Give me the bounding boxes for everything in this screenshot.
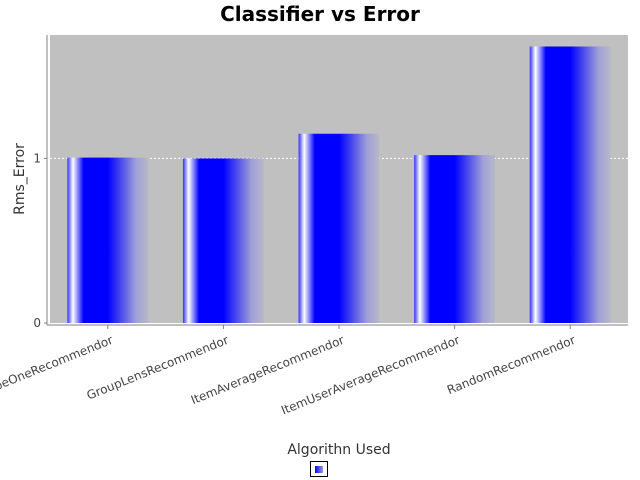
legend-swatch [315,466,323,473]
y-tick-label: 1 [33,151,41,165]
bar [298,133,380,323]
bar [182,158,264,323]
bar [414,155,496,323]
x-axis-title: Algorithn Used [287,442,390,458]
x-category-label: ItemUserAverageRecommendor [279,333,462,418]
y-tick-label: 0 [33,316,41,330]
bar [67,157,149,323]
chart-title: Classifier vs Error [220,2,420,26]
bar [529,46,611,324]
y-axis-title: Rms_Error [12,143,28,215]
x-category-label: RandomRecommendor [445,333,577,397]
legend [310,461,328,477]
